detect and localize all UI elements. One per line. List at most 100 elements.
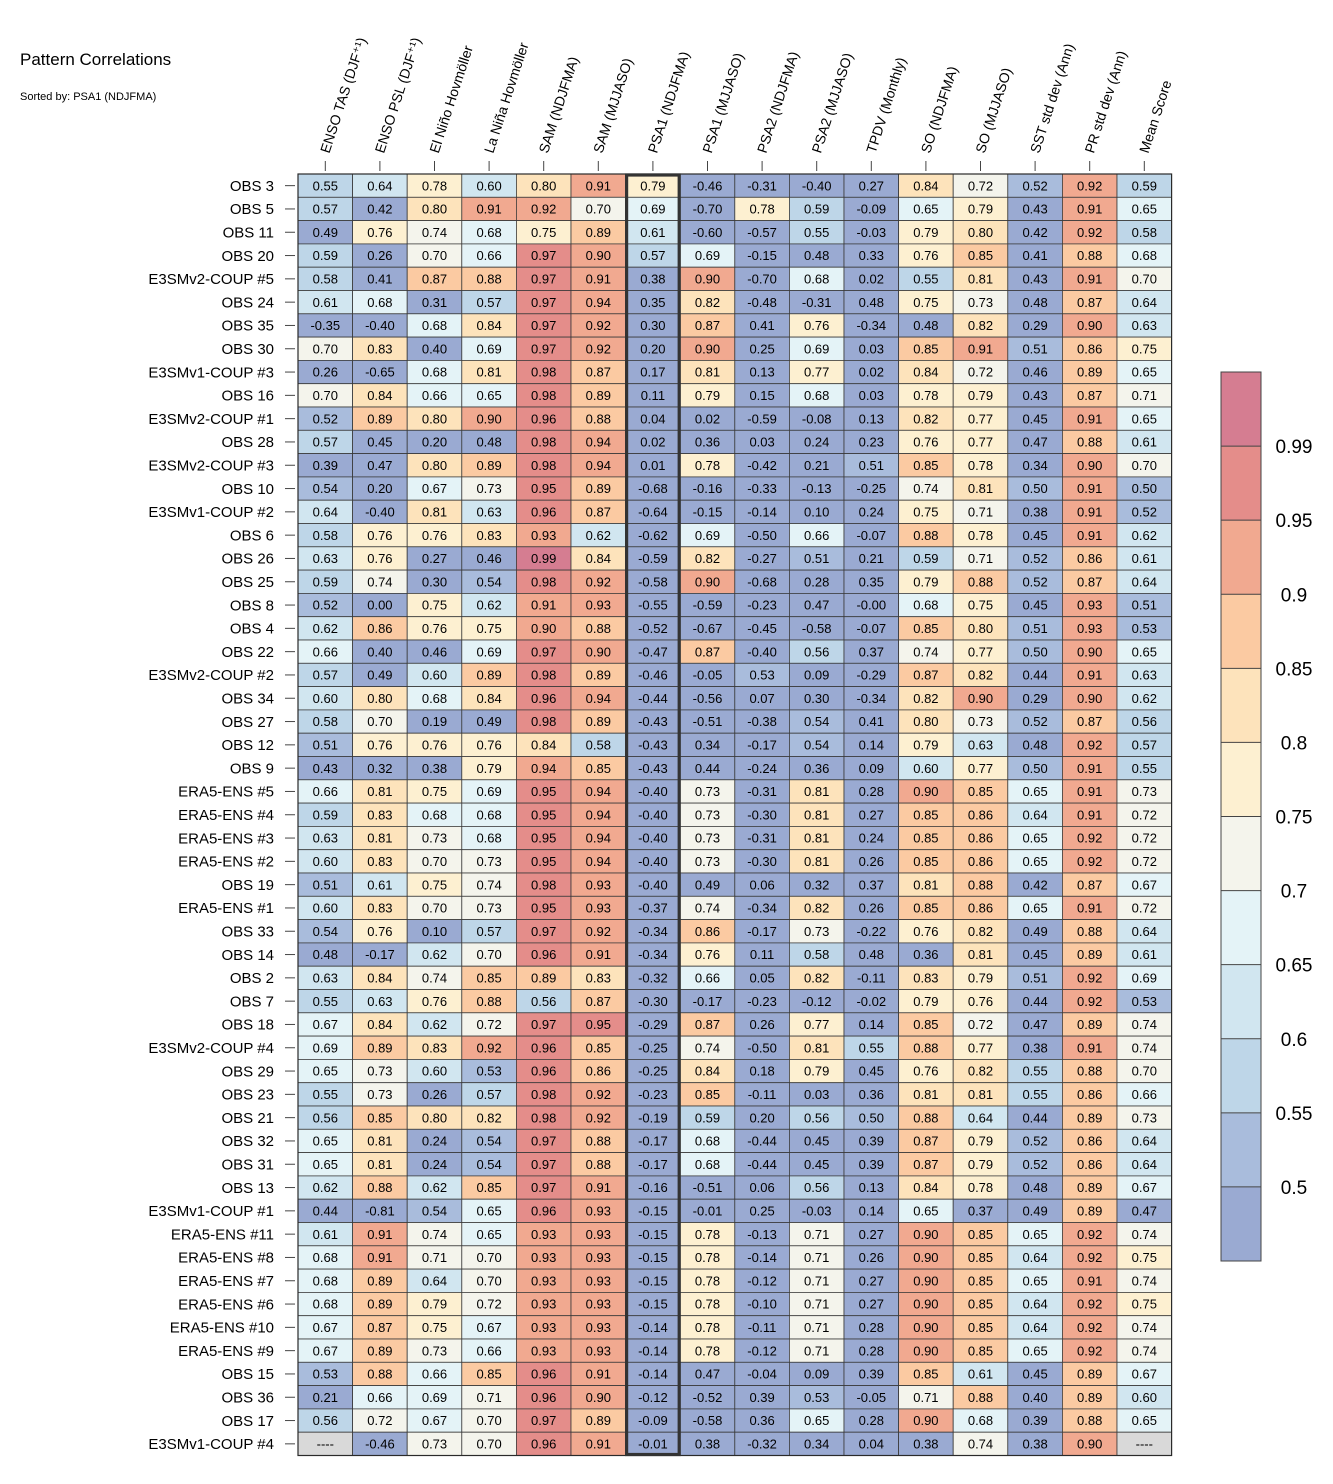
cell-value: 0.93 <box>1077 598 1102 613</box>
cell-value: 0.85 <box>586 761 611 776</box>
cell-value: 0.74 <box>422 1227 447 1242</box>
cell-value: 0.95 <box>531 831 556 846</box>
column-label: PSA1 (NDJFMA) <box>645 49 693 155</box>
cell-value: 0.52 <box>313 411 338 426</box>
cell-value: 0.59 <box>1132 178 1157 193</box>
cell-value: 0.68 <box>804 388 829 403</box>
cell-value: 0.76 <box>367 225 392 240</box>
cell-value: 0.15 <box>749 388 774 403</box>
cell-value: 0.89 <box>586 1413 611 1428</box>
cell-value: -0.04 <box>747 1367 777 1382</box>
cell-value: 0.45 <box>367 435 392 450</box>
cell-value: -0.25 <box>638 1040 668 1055</box>
cell-value: 0.97 <box>531 1134 556 1149</box>
cell-value: 0.49 <box>695 877 720 892</box>
cell-value: 0.42 <box>1022 225 1047 240</box>
cell-value: 0.97 <box>531 1017 556 1032</box>
cell-value: 0.89 <box>586 714 611 729</box>
cell-value: 0.90 <box>695 271 720 286</box>
cell-value: 0.67 <box>313 1343 338 1358</box>
cell-value: 0.88 <box>1077 924 1102 939</box>
cell-value: 0.24 <box>859 831 884 846</box>
cell-value: 0.93 <box>531 528 556 543</box>
cell-value: 0.78 <box>968 458 993 473</box>
cell-value: 0.86 <box>968 807 993 822</box>
cell-value: 0.10 <box>422 924 447 939</box>
cell-value: -0.59 <box>638 551 668 566</box>
cell-value: -0.15 <box>693 504 723 519</box>
cell-value: 0.72 <box>1132 831 1157 846</box>
cell-value: 0.81 <box>913 1087 938 1102</box>
cell-value: 0.71 <box>422 1250 447 1265</box>
cell-value: 0.78 <box>968 528 993 543</box>
cell-value: 0.47 <box>1132 1203 1157 1218</box>
cell-value: 0.86 <box>1077 341 1102 356</box>
cell-value: 0.89 <box>367 1297 392 1312</box>
cell-value: 0.71 <box>968 504 993 519</box>
cell-value: 0.73 <box>422 831 447 846</box>
cell-value: 0.68 <box>968 1413 993 1428</box>
cell-value: 0.27 <box>859 178 884 193</box>
colorbar-bin <box>1221 372 1261 447</box>
cell-value: 0.91 <box>586 1367 611 1382</box>
cell-value: -0.12 <box>747 1273 777 1288</box>
cell-value: 0.79 <box>968 388 993 403</box>
cell-value: 0.68 <box>476 831 501 846</box>
cell-value: -0.59 <box>747 411 777 426</box>
row-label: OBS 12 <box>221 737 274 754</box>
cell-value: 0.79 <box>640 178 665 193</box>
cell-value: 0.96 <box>531 1040 556 1055</box>
cell-value: -0.52 <box>693 1390 723 1405</box>
cell-value: 0.25 <box>749 1203 774 1218</box>
cell-value: -0.16 <box>638 1180 668 1195</box>
cell-value: 0.45 <box>1022 947 1047 962</box>
cell-value: 0.62 <box>586 528 611 543</box>
cell-value: 0.62 <box>1132 528 1157 543</box>
cell-value: 0.44 <box>1022 994 1047 1009</box>
cell-value: 0.78 <box>968 1180 993 1195</box>
cell-value: 0.96 <box>531 504 556 519</box>
cell-value: 0.59 <box>313 574 338 589</box>
cell-value: 0.87 <box>1077 877 1102 892</box>
cell-value: 0.60 <box>313 901 338 916</box>
cell-value: 0.87 <box>1077 574 1102 589</box>
cell-value: 0.64 <box>1132 574 1157 589</box>
cell-value: -0.31 <box>747 831 777 846</box>
cell-value: 0.55 <box>313 994 338 1009</box>
cell-value: -0.13 <box>802 481 832 496</box>
cell-value: 0.70 <box>476 1250 501 1265</box>
row-label: E3SMv1-COUP #2 <box>148 504 274 521</box>
cell-value: 0.28 <box>859 1413 884 1428</box>
cell-value: -0.40 <box>365 318 395 333</box>
cell-value: 0.92 <box>1077 737 1102 752</box>
cell-value: 0.51 <box>1022 341 1047 356</box>
row-label: OBS 20 <box>221 248 274 265</box>
cell-value: 0.64 <box>1132 924 1157 939</box>
cell-value: 0.69 <box>476 644 501 659</box>
cell-value: -0.44 <box>747 1157 777 1172</box>
cell-value: 0.26 <box>422 1087 447 1102</box>
cell-value: 0.60 <box>422 1064 447 1079</box>
cell-value: -0.64 <box>638 504 668 519</box>
cell-value: 0.79 <box>913 994 938 1009</box>
cell-value: 0.66 <box>804 528 829 543</box>
row-label: OBS 27 <box>221 714 274 731</box>
cell-value: 0.52 <box>1022 574 1047 589</box>
column-label: SAM (NDJFMA) <box>535 55 581 155</box>
cell-value: 0.51 <box>313 877 338 892</box>
cell-value: 0.73 <box>968 295 993 310</box>
cell-value: 0.35 <box>859 574 884 589</box>
cell-value: 0.87 <box>913 668 938 683</box>
cell-value: 0.45 <box>859 1064 884 1079</box>
cell-value: 0.81 <box>367 784 392 799</box>
cell-value: 0.41 <box>749 318 774 333</box>
cell-value: 0.80 <box>422 411 447 426</box>
colorbar-bin <box>1221 1186 1261 1262</box>
cell-value: 0.85 <box>586 1040 611 1055</box>
cell-value: 0.88 <box>586 621 611 636</box>
cell-value: -0.60 <box>693 225 723 240</box>
cell-value: 0.62 <box>1132 691 1157 706</box>
cell-value: 0.28 <box>859 1343 884 1358</box>
cell-value: -0.23 <box>747 598 777 613</box>
cell-value: 0.72 <box>367 1413 392 1428</box>
